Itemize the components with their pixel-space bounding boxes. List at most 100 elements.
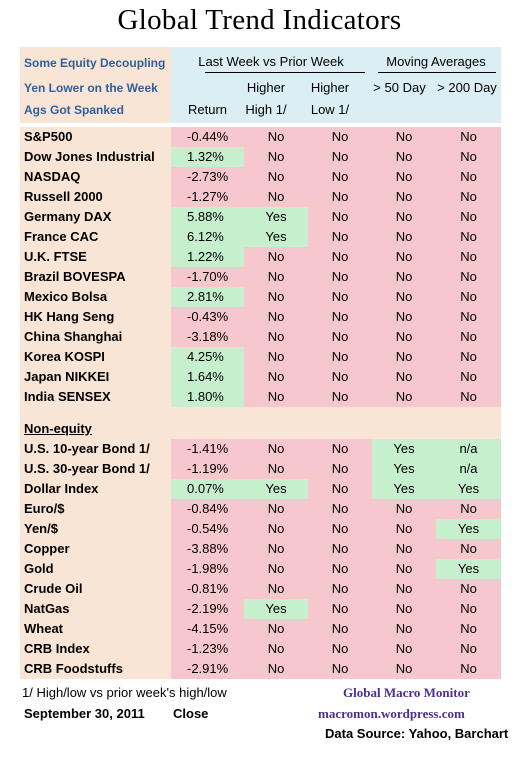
row-name-cell: China Shanghai — [20, 327, 171, 347]
table-row: Euro/$ -0.84% No No No No — [20, 499, 501, 519]
above-50day-cell: No — [372, 347, 436, 367]
higher-low-cell: No — [308, 367, 372, 387]
return-cell: 1.22% — [171, 247, 244, 267]
row-name: India SENSEX — [24, 389, 111, 404]
above-50day-cell: Yes — [372, 439, 436, 459]
return-cell-value: -3.18% — [187, 329, 229, 344]
higher-low-cell: No — [308, 127, 372, 147]
row-name-cell: Wheat — [20, 619, 171, 639]
return-cell: 0.07% — [171, 479, 244, 499]
above-50day-cell-value: Yes — [393, 481, 415, 496]
higher-high-cell-value: No — [267, 541, 285, 556]
higher-low-cell-value: No — [331, 501, 349, 516]
row-name-cell: S&P500 — [20, 127, 171, 147]
higher-low-cell-value: No — [331, 289, 349, 304]
above-200day-cell-value: No — [460, 541, 477, 556]
row-name: Crude Oil — [24, 581, 83, 596]
return-cell-value: -3.88% — [187, 541, 229, 556]
row-name: Korea KOSPI — [24, 349, 105, 364]
note-1: Some Equity Decoupling — [24, 56, 166, 70]
above-200day-cell: No — [436, 187, 501, 207]
higher-low-cell: No — [308, 327, 372, 347]
return-cell-value: -0.44% — [187, 129, 229, 144]
higher-high-cell: No — [244, 307, 308, 327]
above-200day-cell: No — [436, 247, 501, 267]
row-name-cell: U.S. 30-year Bond 1/ — [20, 459, 171, 479]
higher-low-cell-value: No — [331, 189, 349, 204]
higher-low-cell-value: No — [331, 441, 349, 456]
above-50day-cell: No — [372, 307, 436, 327]
above-200day-cell-value: No — [460, 209, 477, 224]
higher-high-cell-value: Yes — [265, 229, 287, 244]
row-name-cell: NatGas — [20, 599, 171, 619]
above-50day-cell: No — [372, 639, 436, 659]
above-50day-cell: No — [372, 147, 436, 167]
row-name-cell: India SENSEX — [20, 387, 171, 407]
higher-high-cell: No — [244, 347, 308, 367]
higher-high-cell: No — [244, 619, 308, 639]
row-name: Copper — [24, 541, 70, 556]
higher-low-cell-value: No — [331, 581, 349, 596]
above-200day-cell: No — [436, 659, 501, 679]
above-200day-cell-value: No — [460, 329, 477, 344]
higher-low-cell: No — [308, 307, 372, 327]
table-row: Gold -1.98% No No No Yes — [20, 559, 501, 579]
above-50day-cell-value: Yes — [393, 441, 415, 456]
above-200day-cell-value: No — [460, 501, 477, 516]
data-source: Data Source: Yahoo, Barchart — [325, 726, 509, 741]
higher-low-cell-value: No — [331, 229, 349, 244]
return-cell: -2.73% — [171, 167, 244, 187]
above-50day-cell-value: No — [395, 269, 413, 284]
above-200day-cell-value: Yes — [457, 521, 480, 536]
row-name-cell: Crude Oil — [20, 579, 171, 599]
higher-high-cell-value: No — [267, 521, 285, 536]
higher-high-cell: No — [244, 659, 308, 679]
return-cell-value: -1.70% — [187, 269, 229, 284]
return-cell-value: -1.41% — [187, 441, 229, 456]
higher-high-cell-value: Yes — [265, 481, 287, 496]
higher-low-cell-value: No — [331, 369, 349, 384]
return-cell: 1.32% — [171, 147, 244, 167]
higher-low-cell: No — [308, 459, 372, 479]
higher-low-cell-value: No — [331, 641, 349, 656]
above-50day-cell-value: No — [395, 389, 413, 404]
footnote: 1/ High/low vs prior week's high/low — [22, 685, 227, 700]
row-name-cell: Euro/$ — [20, 499, 171, 519]
higher-low-cell: No — [308, 247, 372, 267]
row-name-cell: CRB Foodstuffs — [20, 659, 171, 679]
higher-low-cell-value: No — [331, 309, 349, 324]
above-200day-cell: n/a — [436, 459, 501, 479]
row-name-cell: U.S. 10-year Bond 1/ — [20, 439, 171, 459]
above-50day-cell-value: No — [395, 149, 413, 164]
higher-low-cell-value: No — [331, 129, 349, 144]
higher-high-cell: Yes — [244, 479, 308, 499]
higher-high-cell: No — [244, 247, 308, 267]
higher-high-cell: Yes — [244, 599, 308, 619]
table-row: U.K. FTSE 1.22% No No No No — [20, 247, 501, 267]
higher-low-cell-value: No — [331, 349, 349, 364]
higher-high-cell: No — [244, 327, 308, 347]
table-row: U.S. 10-year Bond 1/ -1.41% No No Yes n/a — [20, 439, 501, 459]
table-row: NatGas -2.19% Yes No No No — [20, 599, 501, 619]
return-cell-value: -1.23% — [187, 641, 229, 656]
higher-high-cell: No — [244, 459, 308, 479]
header-group-ma-underline — [378, 72, 496, 73]
above-200day-cell-value: No — [460, 309, 477, 324]
higher-low-cell-value: No — [331, 329, 349, 344]
return-cell: -0.44% — [171, 127, 244, 147]
higher-high-cell: No — [244, 559, 308, 579]
row-name-cell: Korea KOSPI — [20, 347, 171, 367]
higher-low-cell: No — [308, 619, 372, 639]
higher-high-cell-value: No — [267, 441, 285, 456]
higher-low-cell: No — [308, 499, 372, 519]
above-200day-cell-value: No — [460, 269, 477, 284]
row-name: S&P500 — [24, 129, 73, 144]
table-row: Crude Oil -0.81% No No No No — [20, 579, 501, 599]
table-row: Dollar Index 0.07% Yes No Yes Yes — [20, 479, 501, 499]
higher-high-cell: Yes — [244, 207, 308, 227]
above-200day-cell: No — [436, 127, 501, 147]
above-200day-cell: No — [436, 307, 501, 327]
above-50day-cell-value: No — [395, 189, 413, 204]
above-50day-cell-value: No — [395, 309, 413, 324]
higher-low-cell: No — [308, 187, 372, 207]
